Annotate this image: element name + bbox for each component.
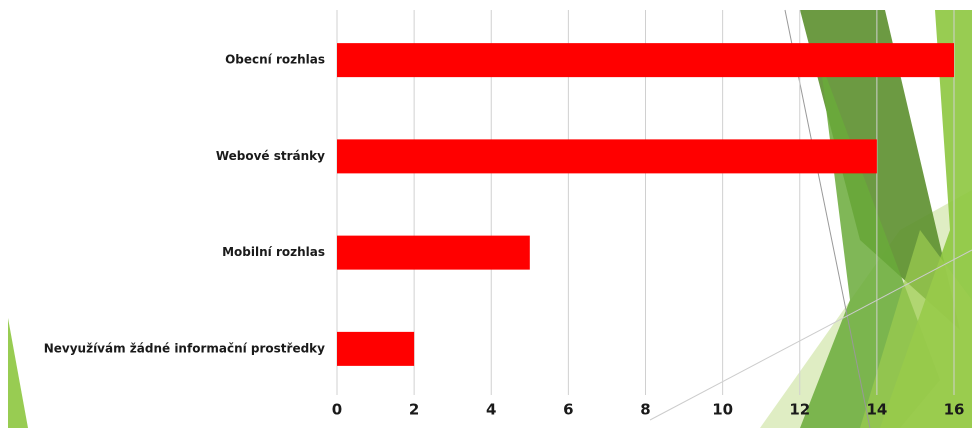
x-tick-label: 4 bbox=[486, 401, 496, 419]
y-tick-label: Mobilní rozhlas bbox=[222, 245, 325, 259]
y-tick-label: Obecní rozhlas bbox=[225, 53, 325, 67]
x-tick-label: 10 bbox=[712, 401, 733, 419]
bar bbox=[337, 235, 530, 270]
bar bbox=[337, 331, 415, 366]
x-tick-label: 12 bbox=[789, 401, 810, 419]
x-tick-label: 14 bbox=[866, 401, 887, 419]
x-tick-label: 2 bbox=[409, 401, 419, 419]
y-tick-label: Nevyužívám žádné informační prostředky bbox=[44, 341, 325, 355]
x-tick-label: 8 bbox=[640, 401, 650, 419]
bar bbox=[337, 139, 877, 174]
bar bbox=[337, 43, 954, 78]
x-tick-label: 6 bbox=[563, 401, 573, 419]
y-tick-label: Webové stránky bbox=[216, 149, 325, 163]
x-tick-label: 16 bbox=[944, 401, 965, 419]
x-tick-label: 0 bbox=[332, 401, 342, 419]
